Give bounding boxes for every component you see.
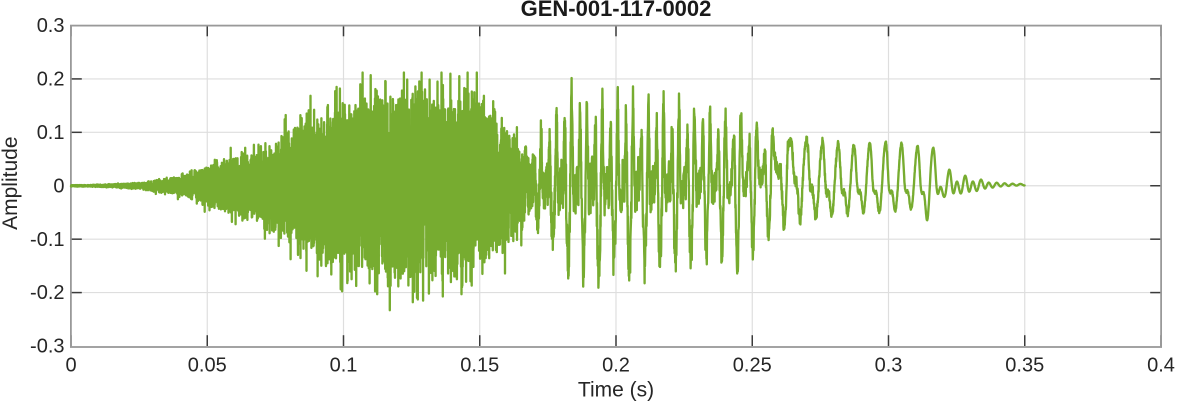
svg-text:-0.2: -0.2 (30, 282, 64, 304)
svg-text:-0.1: -0.1 (30, 229, 64, 251)
svg-text:0.05: 0.05 (188, 355, 227, 377)
svg-text:0: 0 (65, 355, 76, 377)
svg-text:0.25: 0.25 (733, 355, 772, 377)
svg-text:-0.3: -0.3 (30, 336, 64, 358)
svg-text:Amplitude: Amplitude (0, 137, 22, 230)
svg-text:0: 0 (53, 175, 64, 197)
svg-text:Time (s): Time (s) (578, 379, 654, 402)
svg-text:GEN-001-117-0002: GEN-001-117-0002 (521, 0, 712, 21)
svg-text:0.4: 0.4 (1147, 355, 1175, 377)
svg-text:0.15: 0.15 (460, 355, 499, 377)
svg-text:0.2: 0.2 (602, 355, 630, 377)
svg-text:0.2: 0.2 (37, 69, 65, 91)
svg-text:0.3: 0.3 (37, 15, 65, 37)
svg-text:0.35: 0.35 (1005, 355, 1044, 377)
svg-text:0.1: 0.1 (330, 355, 358, 377)
svg-text:0.1: 0.1 (37, 122, 65, 144)
svg-text:0.3: 0.3 (875, 355, 903, 377)
